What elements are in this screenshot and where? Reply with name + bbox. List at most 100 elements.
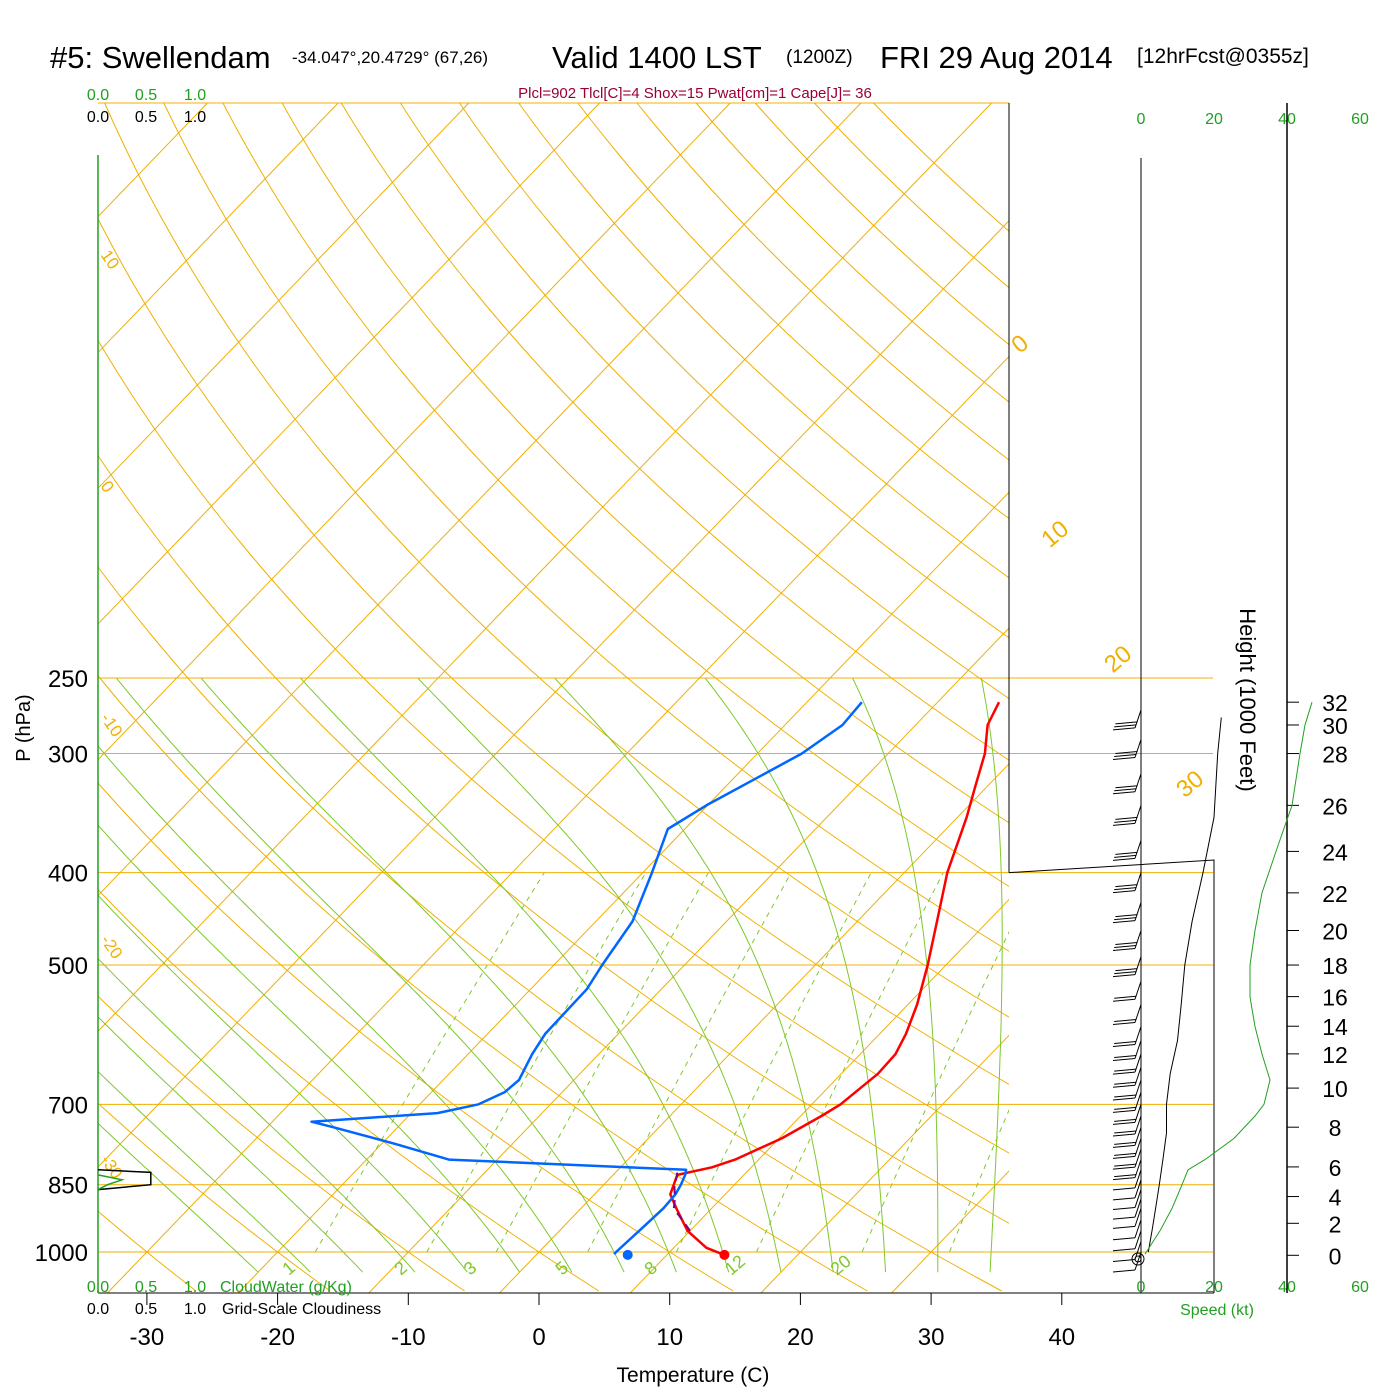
wind-barb: [1112, 956, 1142, 978]
dry-adiabat: [636, 103, 1009, 461]
x-tick-label: 40: [1048, 1324, 1075, 1351]
isotherm: [368, 627, 1009, 1293]
mixing-ratio-line: [675, 872, 872, 1253]
wind-barb: [1112, 1104, 1142, 1125]
isotherm: [107, 355, 1009, 1293]
dry-adiabat: [873, 103, 1009, 232]
speed-tick-bottom: 60: [1351, 1279, 1369, 1296]
pressure-tick-250: 250: [48, 666, 88, 693]
speed-tick-top: 60: [1351, 111, 1369, 128]
valid-time: Valid 1400 LST: [552, 40, 762, 75]
mixing-ratio-line: [587, 872, 792, 1253]
wind-barb: [1112, 981, 1142, 1002]
isotherm-label: 10: [1036, 515, 1074, 553]
height-tick-label: 20: [1322, 919, 1348, 945]
plot-area: [98, 103, 1400, 1293]
x-tick-label: 20: [787, 1324, 814, 1351]
height-tick-label: 10: [1322, 1076, 1348, 1102]
moist-adiabat: [98, 894, 468, 1273]
height-tick-label: 14: [1322, 1014, 1348, 1040]
moist-adiabat: [98, 1070, 311, 1273]
cloudwater-scale-top: 0.5: [135, 87, 157, 104]
height-tick-label: 26: [1322, 793, 1348, 819]
height-tick-label: 32: [1322, 690, 1348, 716]
pressure-tick-500: 500: [48, 953, 88, 980]
dry-adiabat: [98, 566, 1002, 1292]
cloudwater-scale-bottom: 1.0: [184, 1279, 206, 1296]
height-tick-label: 24: [1322, 839, 1348, 865]
dry-adiabat: [814, 103, 1009, 289]
height-tick-label: 6: [1329, 1155, 1342, 1181]
dry-adiabat: [98, 995, 465, 1292]
wind-speed-profile: [1147, 717, 1222, 1253]
dry-adiabat-label: -20: [97, 931, 127, 962]
chart-subtitle: Plcl=902 Tlcl[C]=4 Shox=15 Pwat[cm]=1 Ca…: [518, 85, 872, 102]
moist-adiabat: [554, 677, 834, 1273]
moist-adiabat: [852, 677, 939, 1273]
wind-barb: [1112, 805, 1142, 826]
dry-adiabat: [98, 454, 1009, 1224]
wind-barb: [1112, 1179, 1142, 1201]
height-tick-label: 28: [1322, 742, 1348, 768]
cloudiness-scale-top: 1.0: [184, 109, 206, 126]
wind-barb: [1112, 1026, 1142, 1047]
isotherm-label: 0: [1006, 330, 1034, 359]
dry-adiabat: [340, 103, 1009, 761]
dry-adiabat: [98, 782, 734, 1292]
wind-barb: [1112, 1251, 1142, 1273]
station-title: #5: Swellendam: [50, 40, 271, 75]
wind-barb: [1112, 709, 1142, 731]
isotherm: [98, 103, 339, 354]
pressure-tick-300: 300: [48, 742, 88, 769]
wind-barb: [1112, 902, 1142, 924]
cloudiness-scale-bottom: 0.0: [87, 1301, 109, 1318]
calm-wind-inner: [1134, 1255, 1142, 1263]
cloudwater-profile: [97, 1174, 125, 1191]
pressure-tick-400: 400: [48, 861, 88, 888]
speed-tick-top: 0: [1137, 111, 1146, 128]
dry-adiabat: [104, 103, 1009, 1018]
isotherm: [98, 103, 600, 625]
chart-series: [310, 701, 1001, 1260]
speed-axis-label: Speed (kt): [1180, 1302, 1254, 1319]
dry-adiabat: [98, 888, 600, 1292]
isotherm: [760, 1034, 1009, 1293]
wind-barb: [1112, 1040, 1142, 1062]
moist-adiabat: [980, 678, 1003, 1273]
speed-tick-top: 20: [1205, 111, 1223, 128]
moist-adiabat: [98, 824, 521, 1273]
frame-right-slant: [1008, 859, 1215, 1293]
forecast-info: [12hrFcst@0355z]: [1137, 45, 1309, 68]
x-tick-label: -20: [260, 1324, 295, 1351]
moist-adiabat: [98, 1016, 364, 1273]
temperature-line: [669, 701, 1001, 1257]
dry-adiabat: [281, 103, 1009, 824]
mixing-ratio-label: 3: [460, 1257, 481, 1279]
cloudiness-scale-bottom: 1.0: [184, 1301, 206, 1318]
dry-adiabat-label: 0: [97, 477, 118, 496]
isotherm: [629, 898, 1009, 1293]
height-tick-label: 16: [1322, 985, 1348, 1011]
wind-barb: [1112, 1148, 1142, 1170]
moist-adiabat: [98, 745, 573, 1273]
integrated-curve: [1144, 702, 1313, 1255]
mixing-ratio-label: 2: [390, 1257, 411, 1279]
isotherm: [98, 103, 731, 761]
height-tick-label: 18: [1322, 953, 1348, 979]
x-tick-label: -30: [130, 1324, 165, 1351]
x-tick-label: 0: [532, 1324, 545, 1351]
height-tick-label: 12: [1322, 1042, 1348, 1068]
x-tick-label: 30: [918, 1324, 945, 1351]
isotherm: [1153, 103, 1400, 1293]
height-tick-label: 22: [1322, 881, 1348, 907]
dry-adiabat: [399, 103, 1009, 700]
valid-date: FRI 29 Aug 2014: [880, 40, 1113, 75]
wind-barb: [1112, 1198, 1142, 1220]
moist-adiabat: [98, 1122, 259, 1273]
wind-barb: [1112, 1208, 1142, 1229]
wind-barb: [1112, 930, 1142, 952]
cloudiness-scale-top: 0.5: [135, 109, 157, 126]
moist-adiabat: [704, 677, 886, 1273]
